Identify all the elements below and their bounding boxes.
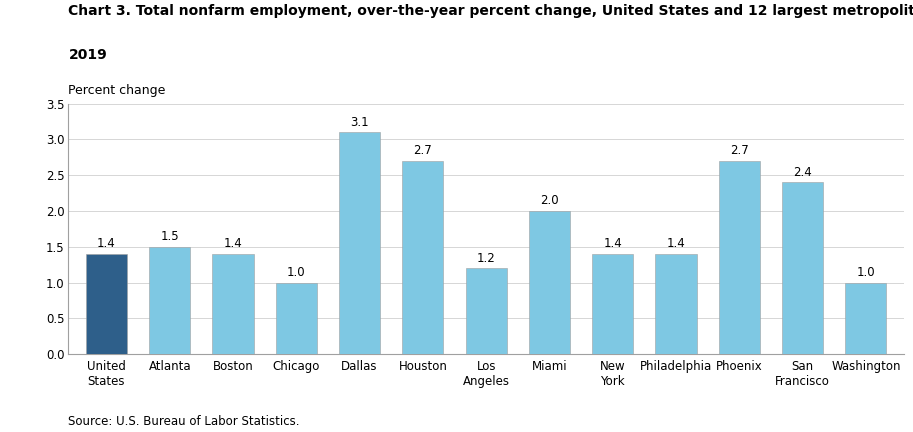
Text: 2.0: 2.0 [540,194,559,207]
Text: 1.0: 1.0 [287,266,306,279]
Text: 1.5: 1.5 [161,230,179,243]
Text: Percent change: Percent change [68,84,166,97]
Text: 2019: 2019 [68,48,107,61]
Bar [86,254,127,354]
Text: 2.7: 2.7 [730,144,749,157]
Bar [149,247,190,354]
Bar [339,132,380,354]
Text: Source: U.S. Bureau of Labor Statistics.: Source: U.S. Bureau of Labor Statistics. [68,415,300,428]
Text: 1.4: 1.4 [224,238,242,251]
Bar [656,254,697,354]
Text: 1.2: 1.2 [477,252,496,265]
Bar [213,254,254,354]
Bar [529,211,570,354]
Bar [593,254,634,354]
Text: Chart 3. Total nonfarm employment, over-the-year percent change, United States a: Chart 3. Total nonfarm employment, over-… [68,4,913,18]
Text: 1.4: 1.4 [603,238,622,251]
Bar [719,161,760,354]
Text: 1.0: 1.0 [856,266,876,279]
Bar [403,161,444,354]
Text: 3.1: 3.1 [351,116,369,129]
Text: 2.4: 2.4 [793,166,812,179]
Bar [782,182,824,354]
Bar [466,268,507,354]
Bar [276,283,317,354]
Text: 1.4: 1.4 [97,238,116,251]
Text: 2.7: 2.7 [414,144,432,157]
Bar [845,283,887,354]
Text: 1.4: 1.4 [666,238,686,251]
